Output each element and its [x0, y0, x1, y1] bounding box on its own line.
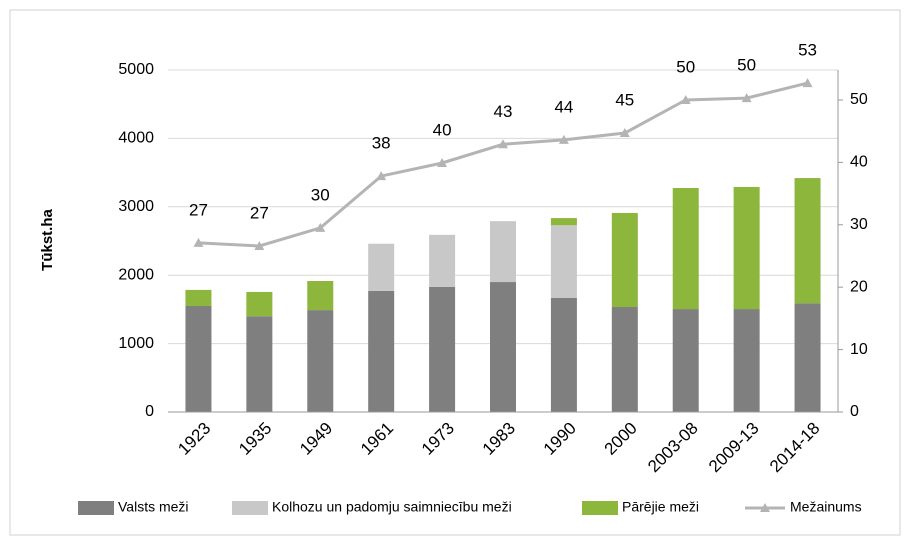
marker	[498, 139, 508, 149]
bar	[672, 309, 699, 412]
x-tick-label: 1949	[296, 419, 336, 459]
marker	[437, 157, 448, 167]
bar	[490, 221, 516, 283]
x-tick-label: 1935	[235, 419, 275, 459]
bar	[550, 297, 577, 412]
marker	[802, 78, 813, 88]
data-label: 50	[676, 57, 695, 76]
bar	[733, 309, 760, 412]
x-tick-label: 2009-13	[705, 419, 763, 477]
x-tick-label: 2003-08	[644, 419, 702, 477]
bar	[550, 225, 577, 298]
data-label: 40	[433, 120, 452, 139]
y2-tick-label: 20	[850, 278, 868, 295]
bar	[611, 307, 638, 412]
bar	[307, 310, 334, 412]
bar	[368, 243, 395, 291]
data-label: 38	[372, 134, 391, 153]
bar	[490, 282, 516, 412]
x-tick-label: 1961	[357, 419, 397, 459]
data-label: 27	[250, 203, 269, 222]
y2-tick-label: 10	[850, 341, 868, 358]
bar	[185, 305, 212, 412]
y-axis-label: Tūkst.ha	[39, 209, 56, 271]
data-label: 44	[554, 97, 573, 116]
legend-label: Pārējie meži	[622, 499, 699, 515]
y-tick-label: 2000	[118, 266, 154, 283]
bar	[733, 186, 760, 310]
bar	[794, 178, 821, 304]
y2-tick-label: 30	[850, 216, 868, 233]
legend-swatch	[582, 501, 618, 515]
data-label: 30	[311, 185, 330, 204]
y-tick-label: 4000	[118, 130, 154, 147]
marker	[619, 128, 630, 138]
legend-swatch	[232, 501, 268, 515]
legend-label: Mežainums	[790, 499, 862, 515]
y-tick-label: 3000	[118, 198, 154, 215]
marker	[254, 240, 265, 250]
data-label: 50	[737, 56, 756, 75]
y2-tick-label: 0	[850, 403, 859, 420]
marker	[680, 94, 691, 104]
x-tick-label: 1973	[418, 419, 458, 459]
x-tick-label: 1923	[174, 419, 214, 459]
bar	[307, 281, 334, 311]
bar	[185, 289, 212, 306]
x-tick-label: 1990	[540, 419, 580, 459]
bar	[429, 286, 456, 412]
marker	[315, 222, 326, 232]
y-tick-label: 5000	[118, 61, 154, 78]
legend-swatch	[78, 501, 114, 515]
legend-marker	[760, 503, 770, 512]
bar	[794, 303, 821, 412]
marker	[558, 134, 569, 144]
bar	[611, 212, 638, 308]
y2-tick-label: 50	[850, 91, 868, 108]
bar	[246, 316, 273, 412]
data-label: 27	[189, 200, 208, 219]
bar	[672, 187, 699, 310]
marker	[376, 171, 387, 181]
y-tick-label: 1000	[118, 335, 154, 352]
bar	[550, 218, 577, 226]
bar	[429, 234, 456, 287]
legend-label: Valsts meži	[118, 499, 189, 515]
y2-tick-label: 40	[850, 154, 868, 171]
y-tick-label: 0	[145, 403, 154, 420]
bar	[368, 290, 395, 412]
data-label: 53	[798, 41, 817, 60]
frame	[9, 9, 901, 536]
x-tick-label: 2000	[601, 419, 641, 459]
x-tick-label: 2014-18	[766, 419, 824, 477]
data-label: 45	[615, 91, 634, 110]
marker	[741, 93, 752, 103]
bar	[246, 291, 273, 317]
x-tick-label: 1983	[479, 419, 519, 459]
marker	[193, 237, 204, 247]
data-label: 43	[494, 102, 513, 121]
legend-label: Kolhozu un padomju saimniecību meži	[272, 499, 512, 515]
